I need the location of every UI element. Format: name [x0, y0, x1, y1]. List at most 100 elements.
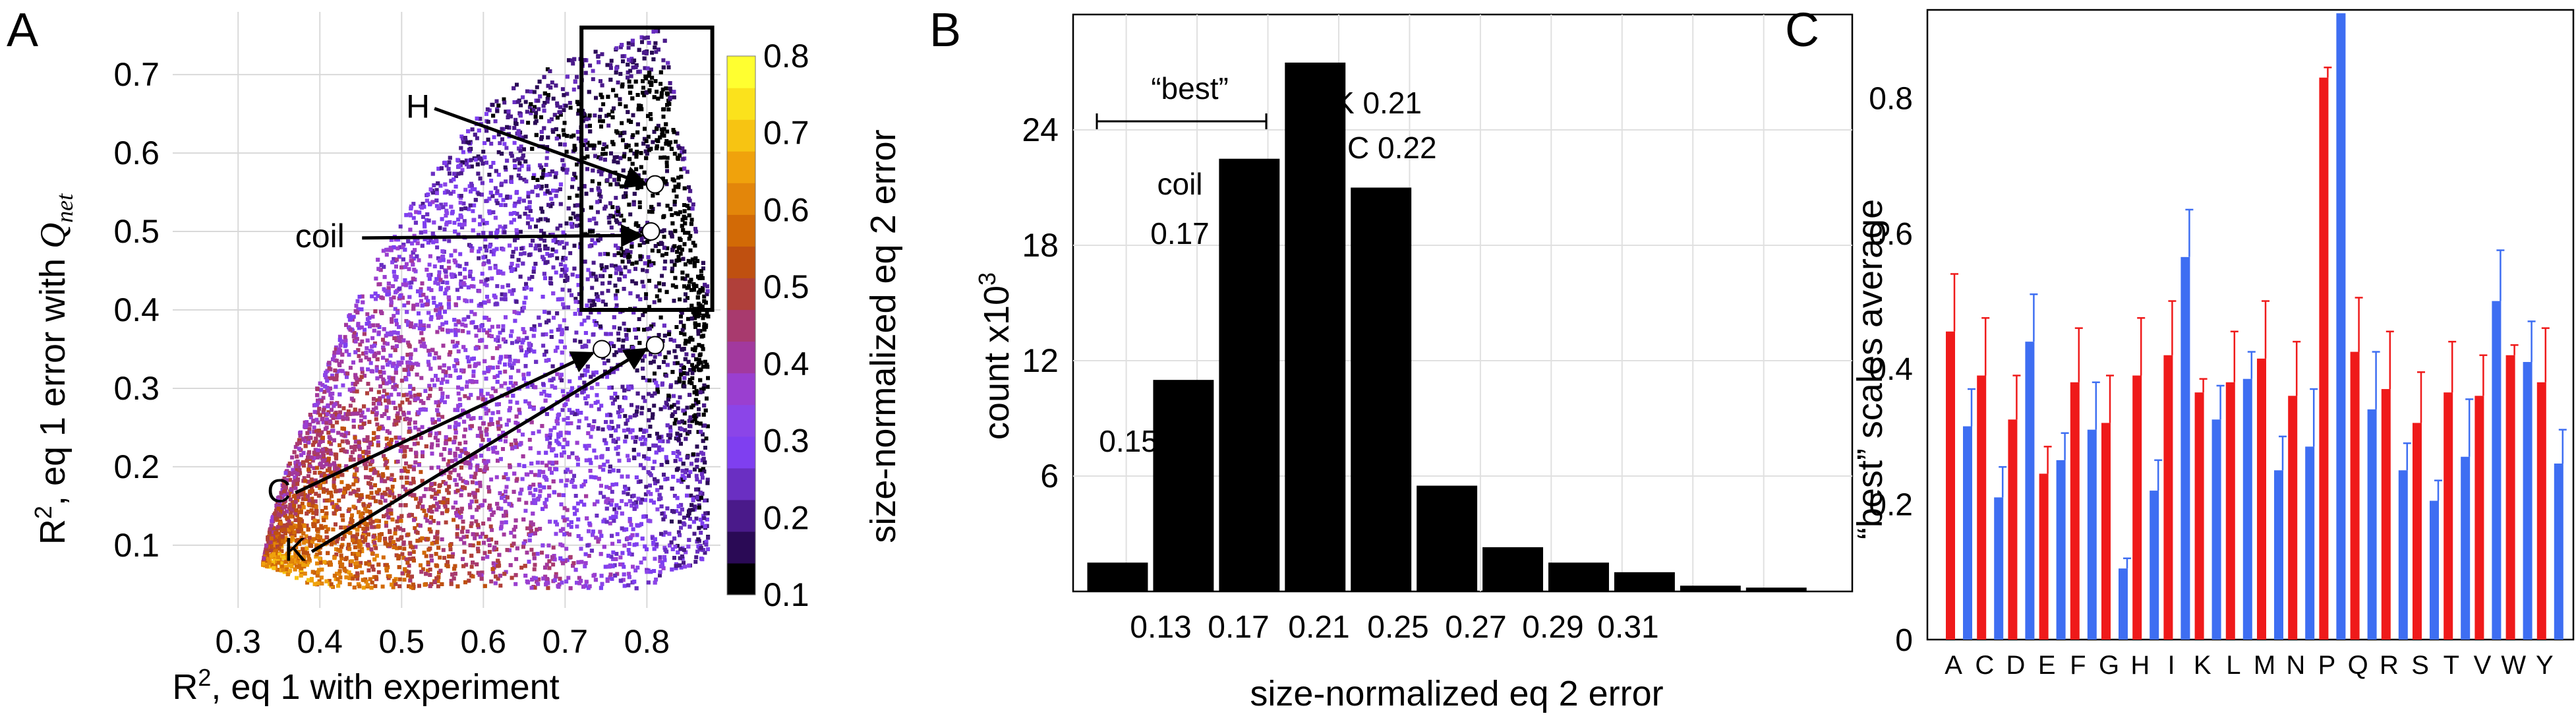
panel-a-scatter-point [679, 363, 684, 368]
panel-a-scatter-point [541, 382, 545, 386]
panel-a-scatter-point [445, 211, 450, 216]
panel-a-scatter-point [489, 419, 493, 423]
panel-a-scatter-point [679, 175, 684, 179]
panel-a-scatter-point [587, 554, 591, 558]
panel-a-scatter-point [532, 567, 537, 572]
panel-a-scatter-point [529, 547, 534, 552]
panel-a-scatter-point [469, 564, 474, 569]
panel-a-scatter-point [645, 378, 649, 382]
panel-a-scatter-point [686, 258, 691, 263]
panel-a-scatter-point [633, 568, 638, 573]
panel-a-scatter-point [292, 561, 297, 566]
panel-a-scatter-point [455, 287, 459, 292]
panel-a-scatter-point [459, 386, 464, 391]
panel-a-scatter-point [565, 167, 570, 172]
panel-a-scatter-point [577, 85, 581, 90]
panel-a-scatter-point [388, 493, 392, 498]
panel-a-scatter-point [430, 378, 434, 382]
panel-a-scatter-point [643, 296, 648, 301]
panel-a-scatter-point [464, 562, 469, 567]
panel-a-scatter-point [628, 148, 633, 153]
panel-a-scatter-point [647, 278, 651, 283]
panel-a-scatter-point [483, 467, 487, 472]
panel-a-scatter-point [565, 508, 570, 512]
panel-a-scatter-point [481, 262, 486, 266]
panel-a-scatter-point [432, 264, 437, 268]
panel-a-scatter-point [390, 346, 395, 350]
panel-a-scatter-point [302, 464, 306, 468]
panel-a-scatter-point [484, 283, 489, 287]
panel-a-scatter-point [693, 560, 698, 564]
panel-a-scatter-point [490, 276, 494, 281]
panel-a-scatter-point [324, 421, 329, 425]
panel-a-scatter-point [407, 563, 411, 568]
panel-a-scatter-point [438, 326, 442, 330]
panel-a-scatter-point [585, 124, 589, 129]
panel-a-scatter-point [332, 353, 336, 358]
panel-a-scatter-point [318, 560, 323, 565]
panel-a-scatter-point [503, 381, 508, 386]
panel-a-scatter-point [432, 383, 437, 388]
panel-a-scatter-point [676, 175, 681, 180]
panel-a-scatter-point [600, 299, 605, 304]
panel-a-scatter-point [678, 395, 682, 400]
panel-a-scatter-point [619, 214, 624, 218]
panel-a-scatter-point [419, 469, 423, 474]
panel-a-scatter-point [376, 570, 381, 574]
panel-a-scatter-point [406, 301, 411, 305]
panel-a-scatter-point [620, 121, 624, 125]
panel-a-scatter-point [676, 450, 680, 454]
panel-a-scatter-point [346, 409, 351, 413]
panel-a-scatter-point [570, 185, 574, 189]
panel-a-scatter-point [377, 519, 381, 524]
panel-a-scatter-point [502, 100, 507, 105]
panel-a-scatter-point [490, 386, 495, 391]
panel-a-scatter-point [309, 486, 314, 491]
panel-a-scatter-point [697, 407, 701, 411]
panel-a-scatter-point [626, 45, 631, 50]
panel-a-scatter-point [511, 384, 515, 388]
panel-a-scatter-point [493, 119, 498, 123]
panel-a-scatter-point [644, 485, 649, 489]
panel-a-scatter-point [619, 247, 624, 251]
panel-a-scatter-point [384, 408, 389, 413]
panel-a-scatter-point [390, 260, 395, 264]
panel-a-scatter-point [486, 485, 491, 489]
panel-a-scatter-point [290, 500, 295, 504]
panel-a-scatter-point [660, 253, 664, 258]
panel-a-scatter-point [411, 216, 416, 220]
panel-a-scatter-point [523, 295, 528, 300]
panel-a-scatter-point [694, 516, 699, 521]
panel-a-scatter-point [453, 274, 457, 279]
panel-a-scatter-point [662, 127, 666, 131]
panel-a-scatter-point [315, 561, 319, 566]
panel-a-scatter-point [618, 72, 623, 76]
panel-a-scatter-point [664, 160, 669, 165]
panel-a-scatter-point [322, 498, 327, 503]
panel-a-scatter-point [494, 475, 499, 479]
panel-a-scatter-point [589, 386, 594, 390]
panel-a-scatter-point [689, 287, 693, 292]
panel-a-scatter-point [560, 240, 564, 245]
panel-a-scatter-point [322, 406, 326, 410]
panel-a-scatter-point [562, 506, 567, 510]
panel-a-scatter-point [660, 146, 664, 151]
panel-a-scatter-point [689, 493, 693, 498]
panel-a-scatter-point [540, 551, 544, 555]
panel-a-scatter-point [452, 518, 456, 522]
panel-a-scatter-point [484, 249, 488, 253]
panel-a-scatter-point [508, 265, 513, 270]
panel-a-scatter-point [334, 373, 339, 378]
panel-a-scatter-point [330, 376, 335, 380]
panel-a-scatter-point [360, 370, 365, 375]
panel-a-scatter-point [700, 475, 705, 480]
panel-a-scatter-point [601, 519, 606, 524]
panel-a-scatter-point [583, 373, 587, 377]
panel-a-scatter-point [515, 477, 519, 481]
panel-a-scatter-point [344, 556, 349, 560]
panel-a-scatter-point [615, 532, 620, 537]
panel-a-scatter-point [348, 365, 353, 370]
panel-a-scatter-point [651, 536, 655, 541]
panel-a-scatter-point [474, 519, 479, 524]
panel-a-scatter-point [525, 551, 529, 555]
